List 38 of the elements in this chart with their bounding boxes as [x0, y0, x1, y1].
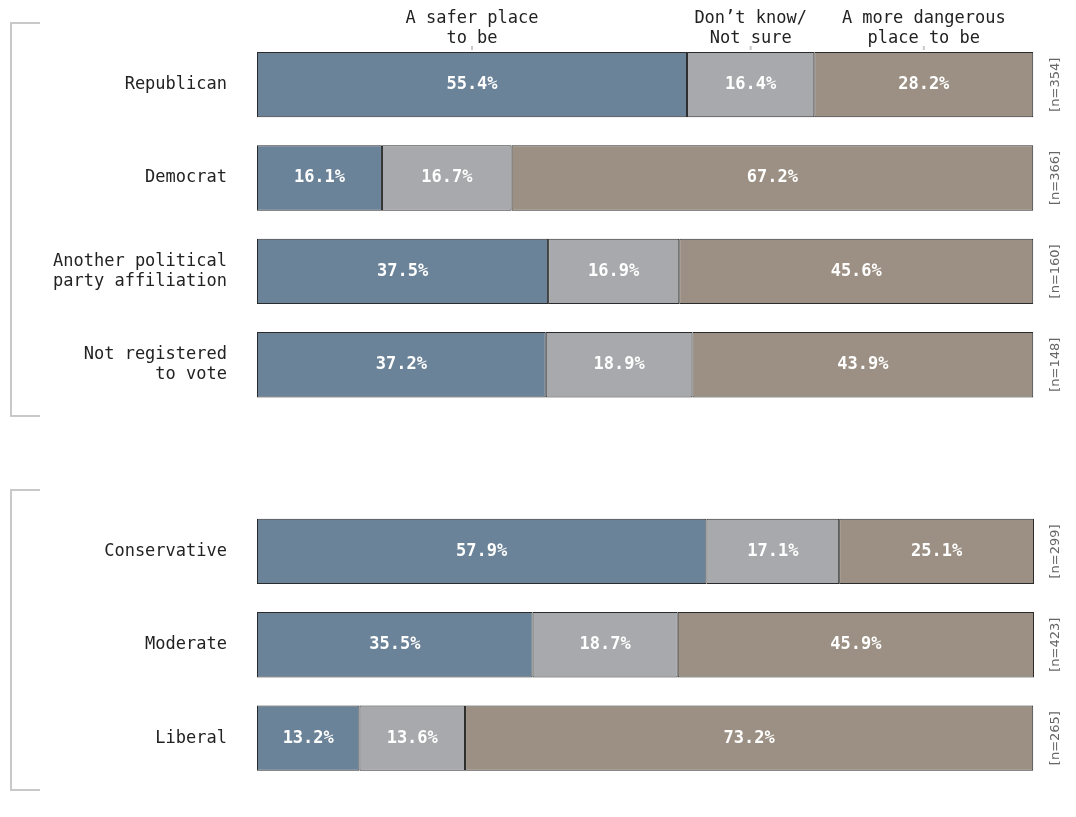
y-tick-label: Moderate — [145, 633, 227, 654]
series-label: A more dangerous place to be — [841, 7, 1006, 47]
data-label: 45.6% — [830, 259, 883, 280]
y-tick-label: Another political party affiliation — [53, 249, 227, 290]
data-label: 55.4% — [446, 73, 499, 94]
data-label: 35.5% — [369, 633, 422, 654]
data-label: 17.1% — [747, 539, 800, 560]
text: [n=299] — [1047, 524, 1063, 579]
text: [n=148] — [1047, 337, 1063, 392]
data-label: 67.2% — [746, 166, 799, 187]
data-label: 37.2% — [375, 353, 428, 374]
data-label: 57.9% — [456, 539, 509, 560]
series-label: A safer place to be — [405, 7, 539, 47]
y-tick-label: Not registered to vote — [83, 342, 227, 384]
series-label: Don’t know/ Not sure — [694, 7, 807, 47]
text: [n=366] — [1047, 150, 1063, 206]
text: [n=354] — [1047, 57, 1063, 112]
data-label: 16.4% — [725, 73, 778, 94]
data-label: 37.5% — [376, 259, 429, 280]
data-label: 73.2% — [723, 726, 776, 747]
data-label: 18.7% — [579, 633, 632, 654]
data-label: 43.9% — [837, 353, 890, 374]
y-tick-label: Republican — [124, 73, 227, 94]
data-label: 25.1% — [910, 539, 963, 560]
data-label: 16.9% — [588, 259, 641, 280]
y-tick-label: Conservative — [104, 539, 227, 560]
data-label: 28.2% — [898, 73, 951, 94]
text: [n=265] — [1047, 711, 1063, 766]
data-label: 13.6% — [386, 726, 439, 747]
data-label: 13.2% — [282, 726, 335, 747]
y-tick-label: Liberal — [155, 726, 227, 747]
y-tick-label: Democrat — [145, 166, 227, 187]
data-label: 45.9% — [830, 633, 883, 654]
data-label: 18.9% — [593, 353, 646, 374]
text: [n=160] — [1047, 244, 1063, 299]
data-label: 16.7% — [421, 166, 474, 187]
data-label: 16.1% — [293, 166, 346, 187]
text: [n=423] — [1047, 617, 1063, 672]
